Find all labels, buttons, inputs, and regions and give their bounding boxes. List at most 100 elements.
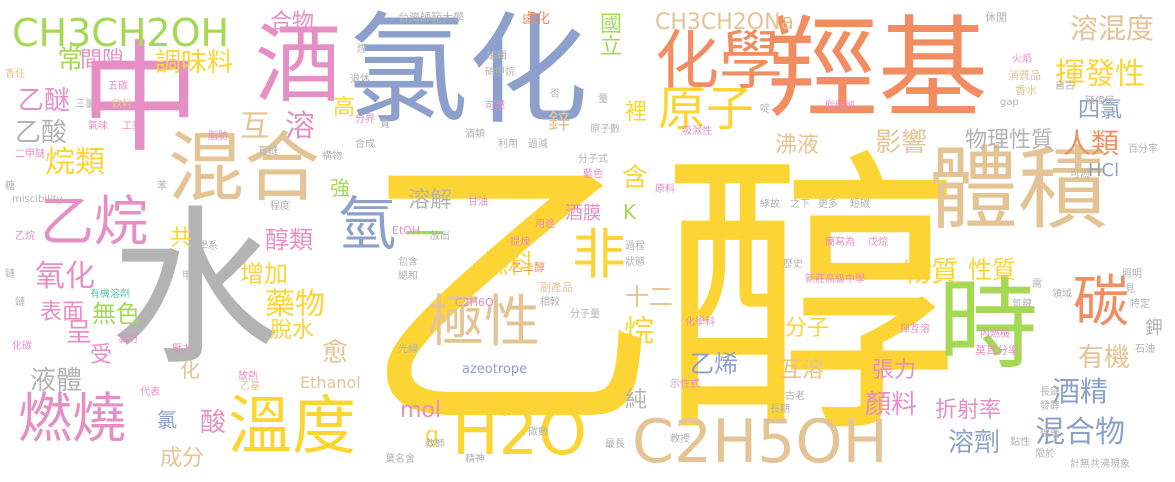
word-small-114: 氯仿 — [118, 334, 138, 345]
word-dehydration: 脫水 — [270, 318, 315, 343]
word-azeotrope: azeotrope — [462, 362, 528, 377]
word-small-91: 鹵化 — [522, 11, 550, 27]
word-small-177: 包含 — [398, 257, 418, 268]
word-small-189: 量 — [598, 94, 608, 105]
word-small-105: 糖 — [5, 181, 15, 192]
word-small-169: 需 — [1032, 279, 1042, 290]
word-ethanol-big: 乙醇 — [360, 125, 960, 474]
word-small-180: 程度 — [270, 201, 290, 212]
word-small-160: 新莊高級中學 — [805, 274, 865, 285]
word-small-144: 黏性 — [1010, 437, 1030, 448]
word-alcohols: 醇類 — [265, 226, 313, 254]
word-small-112: 鏈 — [15, 297, 25, 308]
word-small-89: 副產品 — [540, 281, 573, 294]
word-small-129: 藍色 — [583, 169, 603, 180]
word-small-109: 化學系 — [188, 241, 218, 252]
word-small-150: 發酵 — [1040, 401, 1060, 412]
word-small-132: 用途 — [535, 219, 555, 230]
word-small-128: 分子式 — [578, 154, 608, 165]
word-tension: 張力 — [872, 358, 917, 383]
word-g: g — [425, 423, 439, 448]
word-ethylene: 乙烯 — [690, 350, 738, 378]
word-organic: 有機 — [1078, 343, 1131, 373]
word-refractive: 折射率 — [935, 398, 1002, 423]
word-small-119: 可燃 — [485, 101, 505, 112]
word-small-179: 光線 — [398, 344, 418, 355]
word-small-110: 甲苯 — [182, 271, 202, 282]
word-acid: 酸 — [200, 408, 227, 438]
word-small-185: 寬 — [380, 119, 390, 130]
word-small-98: 三氯 — [75, 99, 95, 110]
word-dissolution: 溶解 — [408, 188, 453, 213]
word-small-170: 氫鍵 — [1012, 299, 1032, 310]
word-small-154: 莫耳分率 — [975, 344, 1019, 357]
word-wine-film: 酒膜 — [565, 203, 601, 224]
word-wine: 酒 — [255, 15, 341, 115]
word-mol: mol — [400, 398, 442, 423]
word-tetrachloro: 四氯 — [1078, 98, 1123, 123]
word-small-131: 甘油 — [468, 197, 488, 208]
word-small-93: 消費品 — [1008, 69, 1041, 82]
word-surface: 表面 — [40, 300, 85, 325]
word-small-176: 鏈 — [5, 269, 15, 280]
word-small-165: 照明 — [1122, 269, 1142, 280]
word-molecule: 分子 — [785, 316, 830, 341]
word-component: 成分 — [160, 446, 205, 471]
word-drug: 藥物 — [265, 287, 325, 322]
word-small-178: 總和 — [398, 271, 418, 282]
word-small-99: 氣味 — [88, 121, 108, 132]
word-ethanol-en: Ethanol — [300, 373, 361, 392]
word-small-159: 歷史 — [783, 259, 803, 270]
word-small-161: 綠故 — [760, 199, 780, 210]
word-small-146: 葉名舍 — [385, 454, 415, 465]
word-small-149: 長鏈 — [1040, 387, 1060, 398]
word-pure: 純 — [625, 388, 648, 413]
word-volume: 體積 — [928, 137, 1108, 242]
word-small-126: 酒類 — [465, 129, 485, 140]
word-small-138: 示性式 — [670, 379, 700, 390]
word-ethane: 乙烷 — [40, 190, 148, 253]
word-small-143: 教授 — [670, 434, 690, 445]
word-gap: 間隙 — [80, 48, 125, 73]
word-chlorine: 氯 — [157, 408, 177, 432]
word-ether: 乙醚 — [18, 86, 71, 116]
word-non: 非 — [572, 223, 626, 286]
word-small-141: 碳數 — [528, 427, 548, 438]
word-ch3ch2ona: CH3CH2ONa — [655, 10, 795, 35]
word-fuel: 燃料 — [482, 250, 535, 280]
word-middle: 中 — [80, 30, 200, 169]
word-small-162: 之下 — [790, 199, 810, 210]
word-small-94: 香水 — [1015, 84, 1037, 97]
word-small-151: 長期 — [770, 404, 790, 415]
word-liquid: 液體 — [30, 366, 83, 396]
word-appear: 呈 — [66, 318, 93, 348]
word-combustion: 燃燒 — [18, 387, 126, 450]
word-small-152: 古老 — [785, 391, 805, 402]
word-small-157: 戊烷 — [868, 237, 888, 248]
word-small-120: 硝甲烷 — [485, 67, 515, 78]
word-small-137: 化學科 — [685, 317, 715, 328]
word-one: 一 — [405, 212, 445, 258]
word-alkane: 烷 — [618, 315, 653, 345]
word-pigment: 顏料 — [865, 390, 918, 420]
word-often: 常 — [53, 45, 83, 71]
word-etoh: EtOH — [392, 224, 421, 237]
word-colorless: 無色 — [92, 300, 140, 328]
word-c2h5oh: C2H5OH — [632, 407, 888, 477]
word-small-174: gap — [1000, 97, 1019, 108]
word-small-136: 相較 — [540, 297, 560, 308]
word-small-181: 放出 — [430, 231, 450, 242]
word-small-155: 內燃機 — [980, 329, 1010, 340]
word-hua: 化 — [180, 358, 200, 382]
word-small-113: 化碳 — [12, 341, 32, 352]
word-small-140: 精神 — [465, 454, 485, 465]
word-small-147: 計無共沸現象 — [1070, 459, 1130, 470]
word-property: 性質 — [968, 256, 1016, 284]
word-more: 愈 — [322, 338, 349, 368]
word-high: 高 — [329, 95, 354, 117]
word-small-186: 分子量 — [570, 309, 600, 320]
word-small-92: 休閒 — [985, 11, 1007, 24]
word-small-187: 原子數 — [590, 124, 620, 135]
word-increase: 增加 — [240, 260, 288, 288]
